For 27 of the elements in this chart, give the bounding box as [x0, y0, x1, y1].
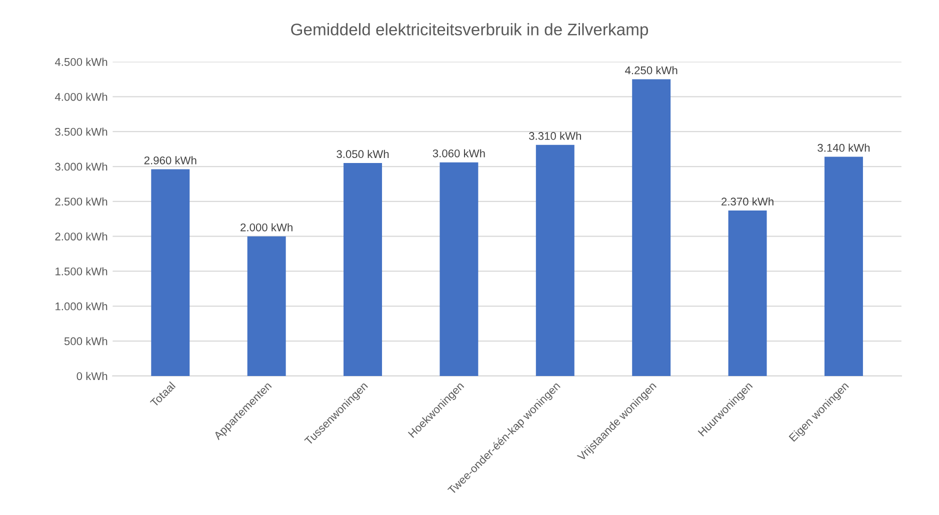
- y-tick-label: 0 kWh: [76, 372, 108, 380]
- bar: [247, 236, 286, 376]
- bar: [728, 210, 767, 376]
- bar: [536, 144, 574, 376]
- y-tick-label: 4.000 kWh: [54, 92, 108, 101]
- y-tick-label: 4.500 kWh: [54, 58, 108, 66]
- data-label: 3.060 kWh: [432, 149, 485, 158]
- bar: [632, 79, 671, 376]
- bar: [344, 163, 382, 376]
- data-label: 3.140 kWh: [818, 144, 870, 152]
- y-tick-label: 3.500 kWh: [55, 128, 108, 136]
- bar: [151, 169, 190, 376]
- y-tick-label: 3.000 kWh: [55, 162, 108, 171]
- data-label: 2.000 kWh: [240, 223, 292, 232]
- data-label: 4.250 kWh: [625, 66, 678, 74]
- y-tick-label: 500 kWh: [64, 337, 108, 346]
- data-label: 2.370 kWh: [722, 197, 774, 206]
- bar: [440, 162, 478, 376]
- bar: [824, 156, 863, 376]
- data-label: 2.960 kWh: [144, 156, 196, 164]
- data-label: 3.050 kWh: [336, 150, 389, 158]
- y-tick-label: 1.000 kWh: [56, 302, 108, 310]
- y-tick-label: 2.500 kWh: [55, 197, 108, 206]
- chart-title: Gemiddeld elektriciteitsverbruik in de Zilverkamp: [291, 23, 648, 39]
- data-label: 3.310 kWh: [529, 132, 581, 140]
- y-tick-label: 1.500 kWh: [56, 267, 108, 276]
- y-tick-label: 2.000 kWh: [55, 232, 108, 240]
